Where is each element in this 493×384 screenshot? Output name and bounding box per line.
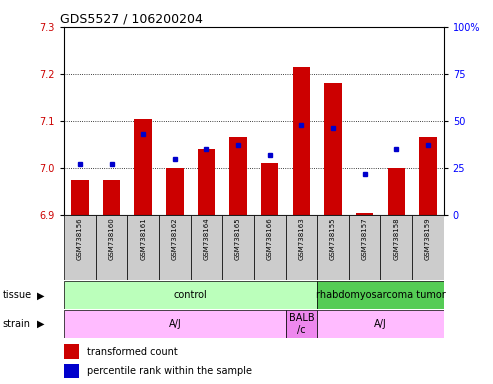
Text: percentile rank within the sample: percentile rank within the sample [87,366,252,376]
Text: GSM738163: GSM738163 [298,218,304,260]
Bar [229,137,247,215]
Bar [317,281,444,309]
Bar [324,83,342,215]
Text: A/J: A/J [374,319,387,329]
Text: GSM738156: GSM738156 [77,218,83,260]
Bar [64,310,285,338]
Bar [71,180,89,215]
Bar [64,215,96,280]
Bar [103,180,120,215]
Text: GSM738157: GSM738157 [361,218,368,260]
Text: GSM738165: GSM738165 [235,218,241,260]
Text: A/J: A/J [169,319,181,329]
Text: ▶: ▶ [37,290,44,300]
Bar [356,213,373,215]
Text: GSM738166: GSM738166 [267,218,273,260]
Bar [285,215,317,280]
Bar [317,310,444,338]
Bar [254,215,285,280]
Text: GSM738161: GSM738161 [140,218,146,260]
Bar [64,344,79,359]
Text: GSM738164: GSM738164 [204,218,210,260]
Text: strain: strain [2,319,31,329]
Text: transformed count: transformed count [87,347,177,357]
Text: rhabdomyosarcoma tumor: rhabdomyosarcoma tumor [316,290,445,300]
Bar [96,215,127,280]
Bar [285,310,317,338]
Bar [419,137,437,215]
Bar [159,215,191,280]
Bar [412,215,444,280]
Bar [317,215,349,280]
Bar [261,163,279,215]
Text: GSM738155: GSM738155 [330,218,336,260]
Bar [349,215,381,280]
Bar [381,215,412,280]
Text: GSM738159: GSM738159 [425,218,431,260]
Bar [293,67,310,215]
Bar [127,215,159,280]
Text: GDS5527 / 106200204: GDS5527 / 106200204 [60,13,203,26]
Bar [64,364,79,378]
Bar [222,215,254,280]
Text: BALB
/c: BALB /c [288,313,314,335]
Text: ▶: ▶ [37,319,44,329]
Bar [191,215,222,280]
Text: GSM738160: GSM738160 [108,218,114,260]
Text: control: control [174,290,208,300]
Bar [387,168,405,215]
Text: GSM738162: GSM738162 [172,218,178,260]
Bar [135,119,152,215]
Text: tissue: tissue [2,290,32,300]
Bar [198,149,215,215]
Bar [64,281,317,309]
Text: GSM738158: GSM738158 [393,218,399,260]
Bar [166,168,183,215]
